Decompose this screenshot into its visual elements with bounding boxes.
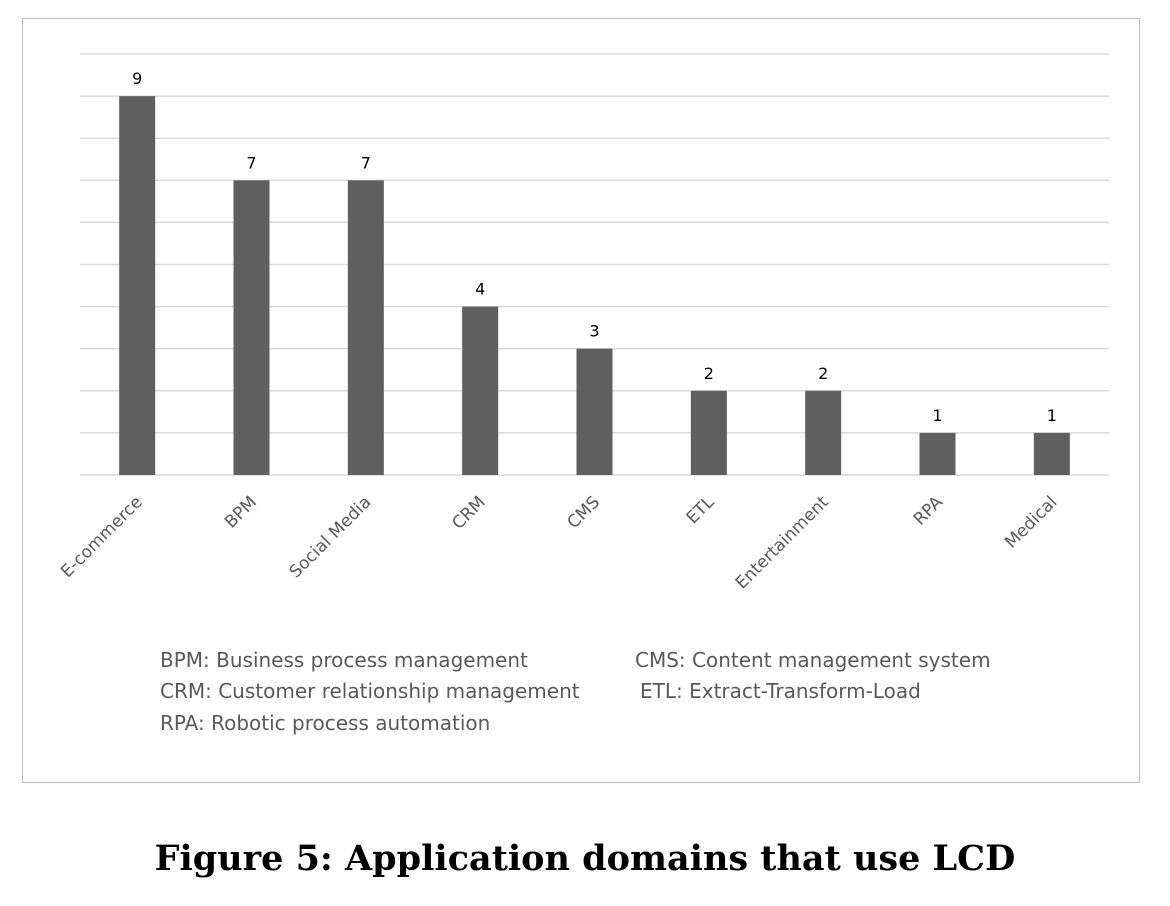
legend-note-cms: CMS: Content management system	[635, 648, 991, 672]
data-label: 2	[704, 364, 714, 383]
bar-crm	[462, 306, 499, 475]
x-tick-label: CMS	[563, 492, 604, 533]
x-tick-label: RPA	[910, 492, 947, 529]
bar-cms	[576, 348, 613, 475]
bar-bpm	[233, 180, 270, 476]
legend-note-etl: ETL: Extract-Transform-Load	[640, 679, 921, 703]
data-label: 1	[932, 406, 942, 425]
bar-e-commerce	[119, 96, 156, 475]
x-tick-label: CRM	[448, 492, 489, 533]
x-tick-label: Medical	[1001, 492, 1061, 552]
legend-note-crm: CRM: Customer relationship management	[160, 679, 580, 703]
bar-social-media	[347, 180, 384, 476]
data-label: 7	[246, 153, 256, 172]
legend-note-rpa: RPA: Robotic process automation	[160, 711, 491, 735]
data-label: 7	[361, 153, 371, 172]
data-label: 2	[818, 364, 828, 383]
data-label: 3	[589, 322, 599, 341]
figure-caption: Figure 5: Application domains that use L…	[154, 838, 1016, 879]
data-label: 9	[132, 69, 142, 88]
bar-chart: 9 E-commerce 7 BPM 7 Social Media 4 CRM 3 CMS 2 ETL…	[57, 53, 1109, 593]
chart-frame: 9 E-commerce 7 BPM 7 Social Media 4 CRM 3 CMS 2 ETL…	[22, 18, 1140, 783]
bar-entertainment	[805, 390, 842, 475]
data-label: 4	[475, 280, 485, 299]
bar-etl	[690, 390, 727, 475]
legend-note-bpm: BPM: Business process management	[160, 648, 528, 672]
x-tick-label: BPM	[221, 492, 261, 532]
x-tick-label: E-commerce	[57, 492, 147, 582]
bar-rpa	[919, 432, 956, 475]
bar-medical	[1033, 432, 1070, 475]
x-tick-label: Entertainment	[732, 492, 833, 593]
x-tick-label: ETL	[683, 492, 719, 528]
data-label: 1	[1047, 406, 1057, 425]
x-tick-label: Social Media	[286, 492, 376, 582]
